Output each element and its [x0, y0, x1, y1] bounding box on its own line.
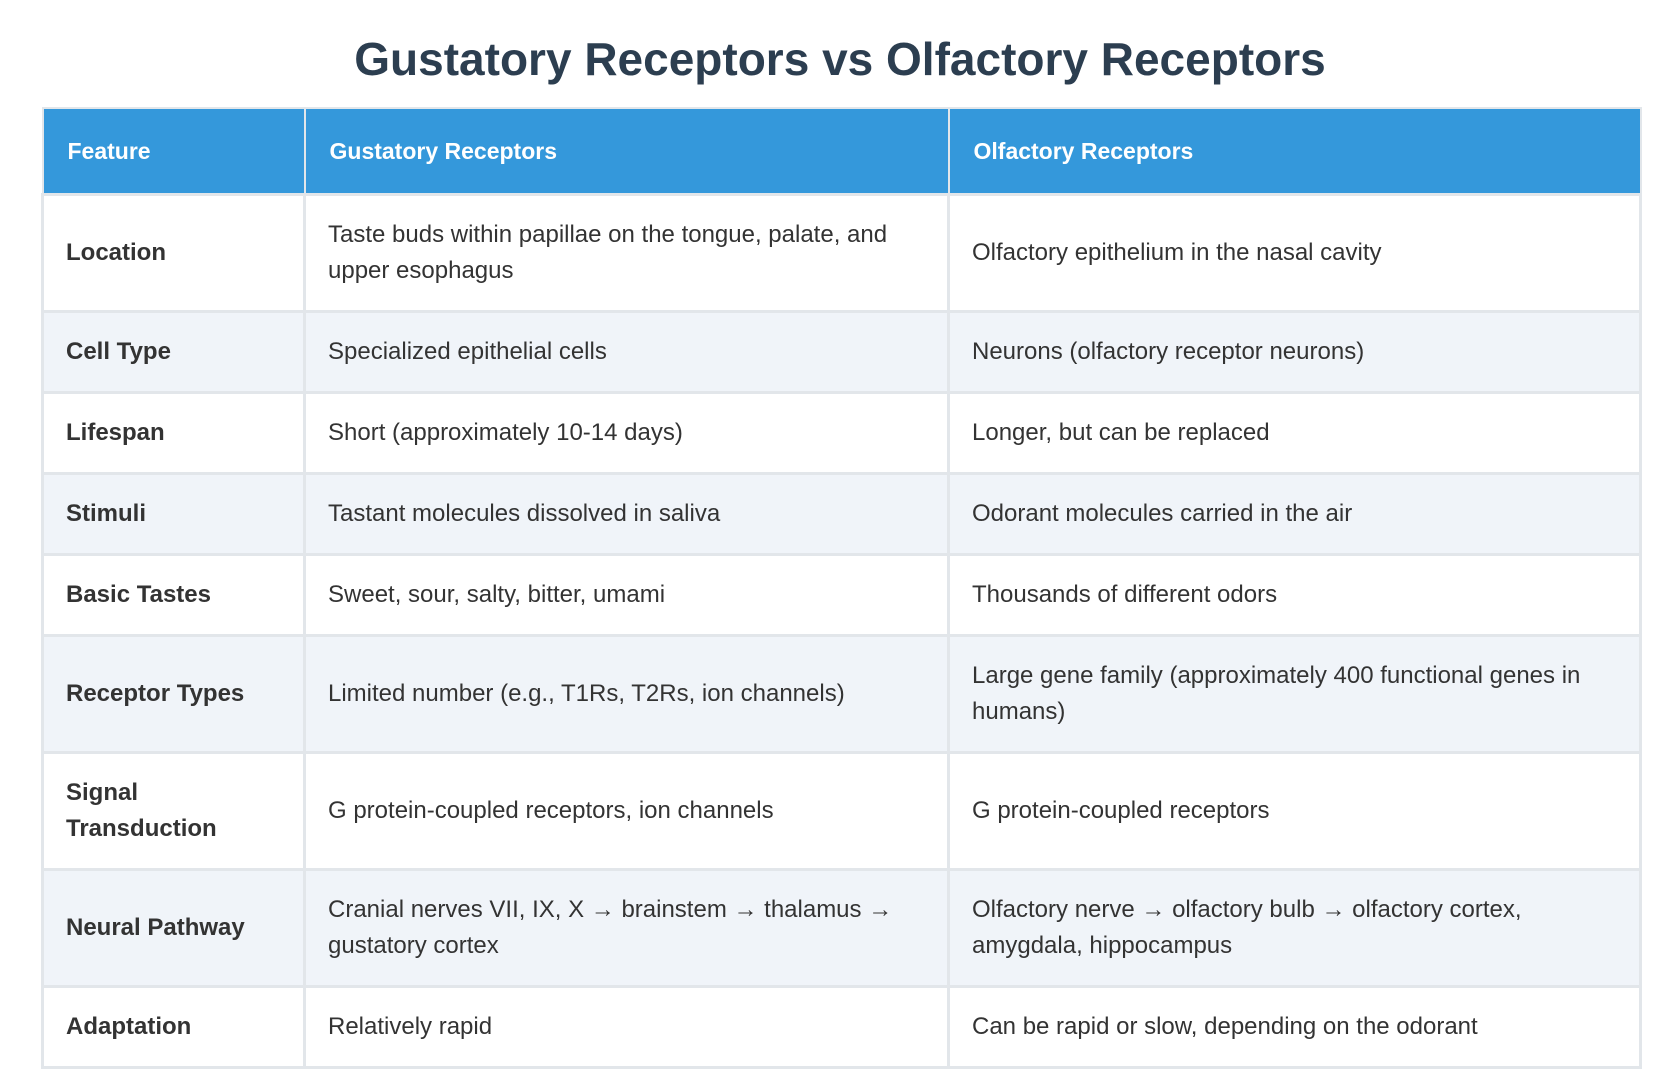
feature-cell: Basic Tastes — [41, 553, 306, 637]
header-cell: Gustatory Receptors — [303, 107, 950, 196]
table-row: Neural Pathway Cranial nerves VII, IX, X … — [41, 868, 1642, 988]
data-cell: Cranial nerves VII, IX, X → brainstem → … — [303, 868, 950, 988]
data-cell: Taste buds within papillae on the tongue… — [303, 193, 950, 313]
feature-cell: Neural Pathway — [41, 868, 306, 988]
data-cell: Short (approximately 10-14 days) — [303, 391, 950, 475]
data-cell: Specialized epithelial cells — [303, 310, 950, 394]
feature-cell: Adaptation — [41, 985, 306, 1069]
data-cell: Large gene family (approximately 400 fun… — [947, 634, 1642, 754]
data-cell: Olfactory nerve → olfactory bulb → olfac… — [947, 868, 1642, 988]
table-row: Basic Tastes Sweet, sour, salty, bitter, … — [41, 553, 1642, 637]
header-row: Feature Gustatory Receptors Olfactory Rece… — [41, 107, 1642, 196]
data-cell: Sweet, sour, salty, bitter, umami — [303, 553, 950, 637]
table-row: Stimuli Tastant molecules dissolved in sa… — [41, 472, 1642, 556]
data-cell: Longer, but can be replaced — [947, 391, 1642, 475]
table-row: Adaptation Relatively rapid Can be rapid o… — [41, 985, 1642, 1069]
table-header: Feature Gustatory Receptors Olfactory Rece… — [41, 107, 1642, 196]
data-cell: Neurons (olfactory receptor neurons) — [947, 310, 1642, 394]
page-title: Gustatory Receptors vs Olfactory Recepto… — [354, 33, 1326, 85]
feature-cell: Signal Transduction — [41, 751, 306, 871]
data-cell: G protein-coupled receptors, ion channel… — [303, 751, 950, 871]
feature-cell: Receptor Types — [41, 634, 306, 754]
data-cell: Relatively rapid — [303, 985, 950, 1069]
feature-cell: Lifespan — [41, 391, 306, 475]
data-cell: Olfactory epithelium in the nasal cavity — [947, 193, 1642, 313]
table-row: Location Taste buds within papillae on th… — [41, 193, 1642, 313]
comparison-table: Feature Gustatory Receptors Olfactory Rece… — [41, 107, 1642, 1069]
data-cell: Thousands of different odors — [947, 553, 1642, 637]
data-cell: Tastant molecules dissolved in saliva — [303, 472, 950, 556]
table-body: Location Taste buds within papillae on th… — [41, 193, 1642, 1069]
feature-cell: Cell Type — [41, 310, 306, 394]
data-cell: Odorant molecules carried in the air — [947, 472, 1642, 556]
data-cell: Can be rapid or slow, depending on the o… — [947, 985, 1642, 1069]
header-cell: Olfactory Receptors — [947, 107, 1642, 196]
feature-cell: Stimuli — [41, 472, 306, 556]
header-cell: Feature — [41, 107, 306, 196]
table-row: Receptor Types Limited number (e.g., T1Rs… — [41, 634, 1642, 754]
table-row: Cell Type Specialized epithelial cells Neu… — [41, 310, 1642, 394]
feature-cell: Location — [41, 193, 306, 313]
data-cell: Limited number (e.g., T1Rs, T2Rs, ion ch… — [303, 634, 950, 754]
data-cell: G protein-coupled receptors — [947, 751, 1642, 871]
table-row: Lifespan Short (approximately 10-14 days)… — [41, 391, 1642, 475]
table-row: Signal Transduction G protein-coupled rec… — [41, 751, 1642, 871]
